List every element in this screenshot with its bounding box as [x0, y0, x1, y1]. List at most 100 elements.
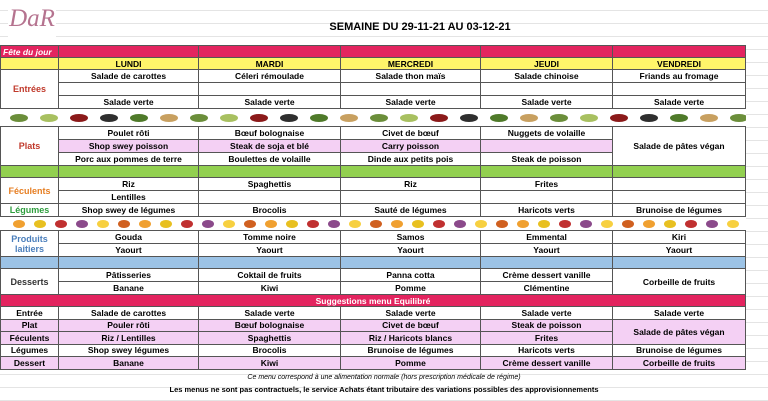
food-icon [99, 113, 118, 122]
menu-item: Kiri [612, 230, 746, 244]
fete-label: Fête du jour [0, 45, 59, 58]
menu-item: Dinde aux petits pois [340, 152, 481, 166]
row-label: Féculents [0, 331, 59, 345]
food-icon [180, 219, 193, 228]
menu-item: Steak de poisson [480, 152, 613, 166]
food-icon [339, 113, 358, 122]
menu-item: Corbeille de fruits [612, 268, 746, 295]
food-icon [549, 113, 568, 122]
row: Plat Pouler rôti Bœuf bolognaise Civet de b… [0, 318, 746, 345]
food-icon [327, 219, 340, 228]
row-label: Légumes [0, 343, 59, 357]
section-label: Entrées [0, 69, 59, 109]
food-icon [138, 219, 151, 228]
food-icon [159, 219, 172, 228]
menu-item: Friands au fromage [612, 69, 746, 83]
menu-item: Salade de carottes [58, 306, 199, 320]
food-icon [669, 113, 688, 122]
empty-cell [480, 190, 613, 204]
empty-cell [198, 256, 341, 269]
footer: Ce menu correspond à une alimentation no… [0, 372, 768, 396]
empty-cell [480, 165, 613, 178]
menu-item: Salade verte [480, 95, 613, 109]
menu-item: Salade de pâtes végan [612, 318, 746, 345]
menu-item: Sauté de légumes [340, 203, 481, 217]
food-icon [243, 219, 256, 228]
empty-cell [58, 165, 199, 178]
menu-item: Lentilles [58, 190, 199, 204]
menu-item: Salade chinoise [480, 69, 613, 83]
food-icon [369, 113, 388, 122]
food-icon [474, 219, 487, 228]
menu-item: Porc aux pommes de terre [58, 152, 199, 166]
footer-note: Ce menu correspond à une alimentation no… [247, 374, 521, 381]
row: Plats Poulet rôti Bœuf bolognaise Civet de … [0, 126, 746, 166]
food-icon [519, 113, 538, 122]
food-icon [219, 113, 238, 122]
menu-item: Pomme [340, 356, 481, 370]
row: Entrée Salade de carottes Salade verte Sala… [0, 306, 746, 320]
food-icon [279, 113, 298, 122]
row: Féculents Riz Spaghettis Riz Frites [0, 177, 746, 204]
row [0, 108, 746, 127]
empty-cell [612, 177, 746, 191]
menu-item: Salade de pâtes végan [612, 126, 746, 166]
day-header: LUNDI [58, 57, 199, 70]
menu-item: Boulettes de volaille [198, 152, 341, 166]
row-label: Plat [0, 318, 59, 332]
empty-cell [480, 139, 613, 153]
menu-item: Yaourt [612, 243, 746, 257]
food-icon [459, 113, 478, 122]
day-header: JEUDI [480, 57, 613, 70]
menu-item: Salade verte [612, 95, 746, 109]
menu-item: Riz / Haricots blancs [340, 331, 481, 345]
food-icon [621, 219, 634, 228]
row: Banane Kiwi Pomme Clémentine [1, 281, 746, 295]
food-icon [429, 113, 448, 122]
menu-item: Salade verte [612, 306, 746, 320]
menu-item: Brocolis [198, 203, 341, 217]
menu-item: Nuggets de volaille [480, 126, 613, 140]
row: Légumes Shop swey légumes Brocolis Brunoise… [0, 343, 746, 357]
row [1, 82, 746, 96]
empty-cell [612, 190, 746, 204]
menu-item: Haricots verts [480, 343, 613, 357]
menu-item: Frites [480, 177, 613, 191]
empty-cell [612, 256, 746, 269]
menu-item: Civet de bœuf [340, 318, 481, 332]
food-icon [189, 113, 208, 122]
menu-item: Yaourt [480, 243, 613, 257]
food-icon [348, 219, 361, 228]
food-icon [729, 113, 746, 122]
logo-text: DaR [9, 5, 55, 32]
menu-item: Brunoise de légumes [340, 343, 481, 357]
food-icons [9, 113, 746, 122]
logo: DaR [8, 2, 56, 40]
menu-item: Céleri rémoulade [198, 69, 341, 83]
empty-cell [480, 45, 613, 58]
section-label: Desserts [0, 268, 59, 295]
menu-item: Tomme noire [198, 230, 341, 244]
food-icon [309, 113, 328, 122]
row: Légumes Shop swey de légumes Brocolis Sauté… [0, 203, 746, 217]
menu-item: Bœuf bolognaise [198, 318, 341, 332]
menu-item: Riz / Lentilles [58, 331, 199, 345]
food-icon [12, 219, 25, 228]
empty-cell [198, 45, 341, 58]
menu-item: Shop swey de légumes [58, 203, 199, 217]
food-icon [75, 219, 88, 228]
empty-cell [480, 82, 613, 96]
menu-item: Crème dessert vanille [480, 268, 613, 282]
empty-cell [58, 256, 199, 269]
food-icon [663, 219, 676, 228]
food-icon [201, 219, 214, 228]
menu-item: Kiwi [198, 356, 341, 370]
day-header: MERCREDI [340, 57, 481, 70]
food-icon [558, 219, 571, 228]
menu-item: Carry poisson [340, 139, 481, 153]
menu-item: Bœuf bolognaise [198, 126, 341, 140]
food-icon [306, 219, 319, 228]
empty-cell [340, 190, 481, 204]
food-icon [639, 113, 658, 122]
row: LUNDI MARDI MERCREDI JEUDI VENDREDI [0, 57, 746, 70]
